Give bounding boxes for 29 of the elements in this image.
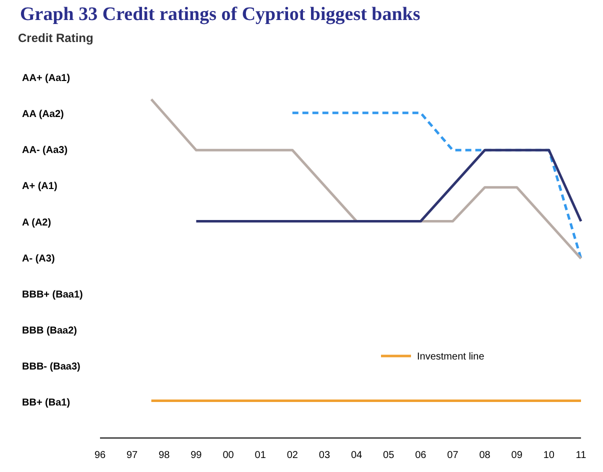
- text: A- (A3): [22, 253, 55, 264]
- x-tick-label: 02: [286, 450, 298, 461]
- text: BB+ (Ba1): [22, 397, 70, 408]
- text: BBB- (Baa3): [22, 361, 80, 372]
- text: BBB (Baa2): [22, 325, 78, 336]
- x-tick-label: 97: [126, 450, 138, 461]
- x-tick-label: 10: [543, 450, 555, 461]
- y-axis-title: Credit Rating: [18, 31, 94, 45]
- x-tick-label: 08: [479, 450, 491, 461]
- x-tick-label: 96: [94, 450, 106, 461]
- x-tick-label: 04: [350, 450, 363, 461]
- text: A (A2): [22, 217, 52, 228]
- x-tick-label: 05: [383, 450, 395, 461]
- text: A+ (A1): [22, 181, 58, 192]
- chart-title: Graph 33 Credit ratings of Cypriot biggest banks: [20, 4, 420, 25]
- x-tick-label: 09: [511, 450, 523, 461]
- x-tick-label: 07: [447, 450, 459, 461]
- text: AA+ (Aa1): [22, 73, 70, 84]
- x-tick-label: 99: [190, 450, 202, 461]
- x-tick-label: 00: [222, 450, 234, 461]
- legend-label: Investment line: [417, 352, 485, 362]
- text: AA (Aa2): [22, 109, 64, 120]
- text: AA- (Aa3): [22, 145, 68, 156]
- x-tick-label: 06: [415, 450, 427, 461]
- x-tick-label: 98: [158, 450, 170, 461]
- text: BBB+ (Baa1): [22, 289, 83, 300]
- x-tick-label: 01: [254, 450, 266, 461]
- x-tick-label: 03: [318, 450, 330, 461]
- x-tick-label: 11: [576, 450, 587, 461]
